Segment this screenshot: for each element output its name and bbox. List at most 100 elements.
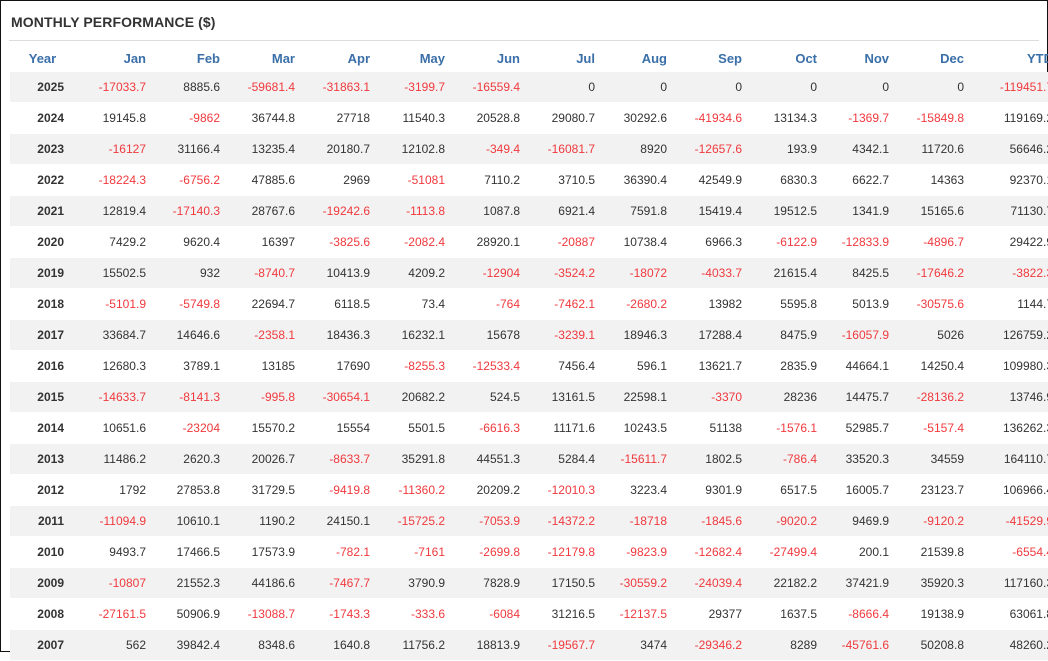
value-cell-sep: -29346.2 <box>669 629 744 661</box>
value-cell-jul: -7462.1 <box>522 288 597 320</box>
value-cell-dec: 14363 <box>891 164 966 196</box>
value-cell-feb: 39842.4 <box>148 629 222 661</box>
value-cell-may: -11360.2 <box>372 474 447 506</box>
value-cell-mar: -995.8 <box>222 381 297 413</box>
value-cell-may: -8255.3 <box>372 350 447 382</box>
value-cell-jun: -2699.8 <box>447 536 522 568</box>
year-cell: 2019 <box>10 257 75 289</box>
value-cell-jun: 20209.2 <box>447 474 522 506</box>
value-cell-ytd: 106966.4 <box>966 474 1048 506</box>
value-cell-nov: 0 <box>819 72 891 103</box>
value-cell-dec: 50208.8 <box>891 629 966 661</box>
value-cell-may: 11540.3 <box>372 102 447 134</box>
value-cell-jun: -16559.4 <box>447 72 522 103</box>
value-cell-apr: -19242.6 <box>297 195 372 227</box>
value-cell-oct: 8289 <box>744 629 819 661</box>
column-header-apr: Apr <box>347 50 370 66</box>
value-cell-jun: -12904 <box>447 257 522 289</box>
performance-table: Year Jan Feb Mar Apr May Jun Jul Aug Sep Oct Nov Dec… <box>10 44 1048 661</box>
table-row: 2019 15502.5 932 -8740.7 10413.9 4209.2 -12904… <box>10 257 1048 289</box>
table-row: 2008 -27161.5 50906.9 -13088.7 -1743.3 -333.6… <box>10 598 1048 630</box>
value-cell-feb: 31166.4 <box>148 133 222 165</box>
value-cell-apr: -9419.8 <box>297 474 372 506</box>
value-cell-dec: 5026 <box>891 319 966 351</box>
value-cell-apr: -8633.7 <box>297 443 372 475</box>
value-cell-feb: -17140.3 <box>148 195 222 227</box>
value-cell-dec: 35920.3 <box>891 567 966 599</box>
value-cell-dec: -5157.4 <box>891 412 966 444</box>
value-cell-aug: 0 <box>597 72 669 103</box>
value-cell-jul: 0 <box>522 72 597 103</box>
value-cell-oct: -27499.4 <box>744 536 819 568</box>
value-cell-aug: 30292.6 <box>597 102 669 134</box>
value-cell-ytd: 126759.2 <box>966 319 1048 351</box>
value-cell-mar: 22694.7 <box>222 288 297 320</box>
value-cell-jan: 15502.5 <box>75 257 148 289</box>
column-header-oct: Oct <box>795 50 817 66</box>
value-cell-may: -15725.2 <box>372 505 447 537</box>
value-cell-may: 16232.1 <box>372 319 447 351</box>
table-row: 2010 9493.7 17466.5 17573.9 -782.1 -7161 -2699… <box>10 536 1048 568</box>
table-row: 2018 -5101.9 -5749.8 22694.7 6118.5 73.4 -764-… <box>10 288 1048 320</box>
value-cell-sep: 1802.5 <box>669 443 744 475</box>
value-cell-aug: 36390.4 <box>597 164 669 196</box>
value-cell-feb: 3789.1 <box>148 350 222 382</box>
value-cell-ytd: 136262.3 <box>966 412 1048 444</box>
value-cell-ytd: -6554.4 <box>966 536 1048 568</box>
table-row: 2021 12819.4 -17140.3 28767.6 -19242.6 -1113.… <box>10 195 1048 227</box>
value-cell-jan: 7429.2 <box>75 226 148 258</box>
value-cell-sep: -24039.4 <box>669 567 744 599</box>
column-header-ytd: YTD <box>1027 50 1048 66</box>
value-cell-nov: 1341.9 <box>819 195 891 227</box>
value-cell-oct: 6830.3 <box>744 164 819 196</box>
value-cell-jan: -14633.7 <box>75 381 148 413</box>
value-cell-may: 20682.2 <box>372 381 447 413</box>
value-cell-feb: -5749.8 <box>148 288 222 320</box>
column-header-mar: Mar <box>271 50 295 66</box>
value-cell-jul: 11171.6 <box>522 412 597 444</box>
value-cell-sep: 42549.9 <box>669 164 744 196</box>
value-cell-mar: 31729.5 <box>222 474 297 506</box>
column-header-aug: Aug <box>641 50 667 66</box>
value-cell-sep: 13621.7 <box>669 350 744 382</box>
value-cell-jun: 28920.1 <box>447 226 522 258</box>
column-header-jul: Jul <box>576 50 595 66</box>
value-cell-jul: -12179.8 <box>522 536 597 568</box>
value-cell-feb: 9620.4 <box>148 226 222 258</box>
year-cell: 2021 <box>10 195 75 227</box>
value-cell-jun: -764 <box>447 288 522 320</box>
value-cell-sep: 9301.9 <box>669 474 744 506</box>
value-cell-apr: -30654.1 <box>297 381 372 413</box>
value-cell-jan: -11094.9 <box>75 505 148 537</box>
value-cell-sep: 15419.4 <box>669 195 744 227</box>
value-cell-may: -51081 <box>372 164 447 196</box>
value-cell-jul: -3524.2 <box>522 257 597 289</box>
value-cell-ytd: 1144.7 <box>966 288 1048 320</box>
year-cell: 2023 <box>10 133 75 165</box>
value-cell-aug: -2680.2 <box>597 288 669 320</box>
value-cell-sep: -4033.7 <box>669 257 744 289</box>
value-cell-sep: -1845.6 <box>669 505 744 537</box>
value-cell-aug: 596.1 <box>597 350 669 382</box>
year-cell: 2025 <box>10 72 75 103</box>
value-cell-feb: -6756.2 <box>148 164 222 196</box>
value-cell-apr: 6118.5 <box>297 288 372 320</box>
value-cell-dec: 23123.7 <box>891 474 966 506</box>
value-cell-apr: -3825.6 <box>297 226 372 258</box>
value-cell-feb: 10610.1 <box>148 505 222 537</box>
value-cell-aug: 22598.1 <box>597 381 669 413</box>
value-cell-oct: 0 <box>744 72 819 103</box>
value-cell-jun: -7053.9 <box>447 505 522 537</box>
value-cell-mar: 20026.7 <box>222 443 297 475</box>
value-cell-nov: -16057.9 <box>819 319 891 351</box>
value-cell-jun: 7828.9 <box>447 567 522 599</box>
year-cell: 2022 <box>10 164 75 196</box>
value-cell-aug: 7591.8 <box>597 195 669 227</box>
value-cell-dec: -4896.7 <box>891 226 966 258</box>
value-cell-jun: 20528.8 <box>447 102 522 134</box>
value-cell-mar: -13088.7 <box>222 598 297 630</box>
title-divider <box>9 40 1039 41</box>
table-row: 2017 33684.7 14646.6 -2358.1 18436.3 16232.1 1… <box>10 319 1048 351</box>
value-cell-dec: -15849.8 <box>891 102 966 134</box>
value-cell-feb: 2620.3 <box>148 443 222 475</box>
